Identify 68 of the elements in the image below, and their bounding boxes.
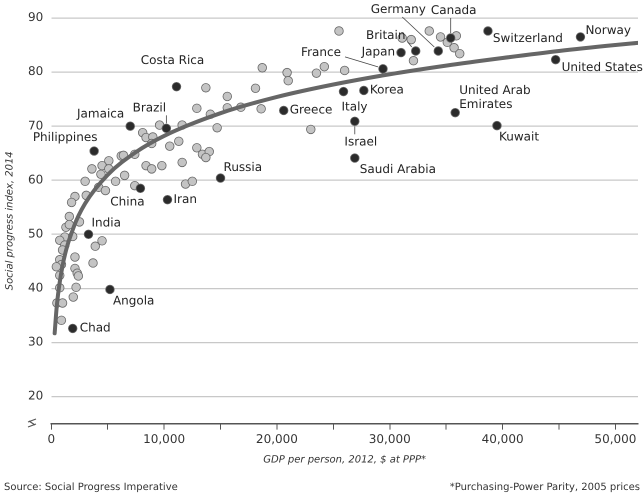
source-note: Source: Social Progress Imperative: [4, 482, 178, 493]
y-tick-label: 70: [28, 118, 44, 132]
point: [446, 33, 456, 43]
y-tick-label: 40: [28, 280, 44, 295]
point: [550, 54, 560, 64]
annotation: Britain: [366, 28, 406, 42]
annotation: Russia: [224, 160, 262, 174]
y-tick-label: 60: [28, 172, 44, 186]
point: [483, 26, 493, 36]
x-tick-label: 50,000: [594, 432, 636, 446]
annotation: Korea: [370, 82, 404, 97]
y-tick-label: 90: [28, 10, 44, 24]
point: [136, 184, 146, 194]
annotation: Canada: [430, 3, 477, 18]
annotation: Iran: [173, 192, 197, 206]
annotation: Japan: [360, 44, 396, 59]
point: [126, 121, 135, 131]
annotation: Angola: [112, 294, 154, 308]
y-tick-label: 50: [28, 226, 44, 240]
text: *Purchasing-Power Parity, 2005 prices: [450, 482, 640, 493]
point: [450, 108, 460, 118]
point: [434, 46, 443, 56]
annotation: Italy: [341, 100, 368, 114]
annotation: Costa Rica: [140, 52, 204, 67]
y-tick-label: 30: [28, 334, 44, 349]
point: [162, 195, 172, 204]
point: [89, 146, 99, 156]
annotation: France: [301, 44, 341, 59]
point: [492, 120, 502, 130]
annotation: Kuwait: [498, 130, 540, 144]
point: [68, 324, 78, 334]
point: [279, 106, 288, 116]
point: [216, 173, 226, 183]
point: [359, 86, 369, 96]
x-tick-label: 20,000: [256, 432, 298, 446]
annotation: Chad: [80, 320, 111, 335]
annotation: Saudi Arabia: [360, 162, 436, 176]
x-tick-label: 10,000: [143, 432, 186, 446]
annotation: India: [92, 215, 121, 230]
point: [350, 116, 360, 126]
y-axis-title: Social progress index, 2014: [4, 151, 16, 290]
annotation: Greece: [290, 102, 332, 117]
point: [105, 284, 115, 294]
x-tick-label: 30,000: [368, 432, 411, 446]
point: [162, 124, 172, 134]
annotation: Norway: [585, 23, 631, 38]
point: [576, 32, 586, 42]
x-axis-title: GDP per person, 2012, $ at PPP*: [263, 454, 426, 466]
annotation: China: [110, 194, 145, 208]
point: [338, 86, 348, 96]
annotation: United States: [562, 60, 643, 74]
annotation: United Arab Emirates: [459, 82, 531, 111]
x-tick-label: 0: [47, 432, 56, 446]
point: [172, 82, 182, 92]
annotation: Brazil: [132, 100, 166, 114]
x-tick-label: 40,000: [482, 432, 524, 446]
annotation: Israel: [344, 134, 378, 148]
point: [411, 46, 420, 56]
annotation: Jamaica: [76, 106, 124, 120]
annotation: Germany: [370, 2, 426, 16]
annotation: Switzerland: [492, 31, 563, 46]
point: [84, 230, 94, 240]
point: [378, 64, 388, 74]
y-tick-label: 80: [28, 64, 44, 78]
y-tick-label: 20: [28, 388, 44, 403]
point: [350, 153, 360, 163]
annotation: Philippines: [32, 130, 98, 144]
point: [396, 48, 406, 58]
